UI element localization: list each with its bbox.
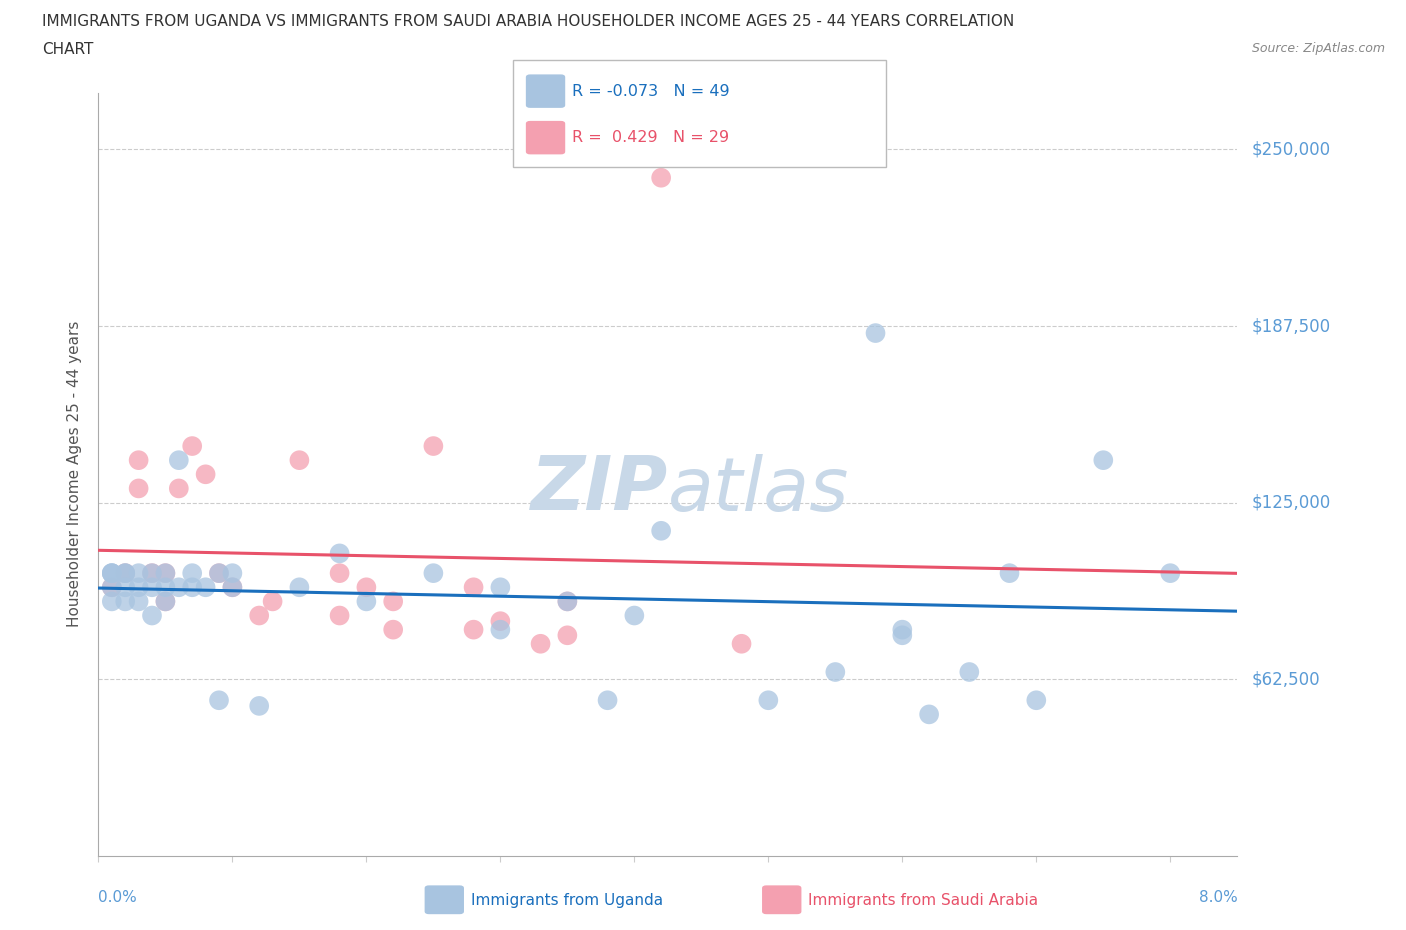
- Point: [463, 579, 485, 594]
- Point: [824, 665, 846, 680]
- Point: [489, 614, 512, 629]
- Point: [155, 594, 177, 609]
- Text: R =  0.429   N = 29: R = 0.429 N = 29: [572, 130, 730, 145]
- Text: Immigrants from Uganda: Immigrants from Uganda: [471, 893, 664, 908]
- Point: [167, 579, 190, 594]
- Point: [329, 546, 352, 561]
- Point: [128, 453, 150, 468]
- Point: [194, 467, 217, 482]
- Point: [128, 481, 150, 496]
- Point: [918, 707, 941, 722]
- Point: [382, 594, 405, 609]
- Point: [181, 439, 204, 454]
- Text: $62,500: $62,500: [1251, 671, 1320, 688]
- Point: [382, 622, 405, 637]
- Point: [288, 453, 311, 468]
- Text: Immigrants from Saudi Arabia: Immigrants from Saudi Arabia: [808, 893, 1039, 908]
- Point: [1025, 693, 1047, 708]
- Point: [730, 636, 752, 651]
- Point: [650, 170, 672, 185]
- Point: [101, 594, 124, 609]
- Point: [181, 579, 204, 594]
- Point: [101, 579, 124, 594]
- Point: [208, 565, 231, 580]
- Point: [181, 565, 204, 580]
- Point: [101, 565, 124, 580]
- Text: $125,000: $125,000: [1251, 494, 1330, 512]
- Point: [865, 326, 887, 340]
- Point: [155, 565, 177, 580]
- Point: [891, 628, 914, 643]
- Point: [114, 594, 136, 609]
- Point: [957, 665, 980, 680]
- Point: [489, 622, 512, 637]
- Text: atlas: atlas: [668, 454, 849, 525]
- Point: [128, 594, 150, 609]
- Point: [1092, 453, 1115, 468]
- Point: [141, 608, 163, 623]
- Text: ZIP: ZIP: [530, 453, 668, 526]
- Point: [155, 579, 177, 594]
- Point: [623, 608, 645, 623]
- Point: [247, 698, 270, 713]
- Point: [998, 565, 1021, 580]
- Point: [557, 594, 579, 609]
- Point: [529, 636, 551, 651]
- Point: [194, 579, 217, 594]
- Text: CHART: CHART: [42, 42, 94, 57]
- Text: Source: ZipAtlas.com: Source: ZipAtlas.com: [1251, 42, 1385, 55]
- Text: R = -0.073   N = 49: R = -0.073 N = 49: [572, 84, 730, 99]
- Point: [141, 565, 163, 580]
- Point: [167, 453, 190, 468]
- Point: [221, 579, 243, 594]
- Point: [463, 622, 485, 637]
- Point: [650, 524, 672, 538]
- Point: [489, 579, 512, 594]
- Point: [221, 579, 243, 594]
- Point: [114, 565, 136, 580]
- Text: IMMIGRANTS FROM UGANDA VS IMMIGRANTS FROM SAUDI ARABIA HOUSEHOLDER INCOME AGES 2: IMMIGRANTS FROM UGANDA VS IMMIGRANTS FRO…: [42, 14, 1015, 29]
- Text: $187,500: $187,500: [1251, 317, 1330, 335]
- Point: [557, 628, 579, 643]
- Point: [141, 579, 163, 594]
- Point: [101, 565, 124, 580]
- Text: 8.0%: 8.0%: [1198, 890, 1237, 905]
- Point: [422, 565, 444, 580]
- Point: [1159, 565, 1181, 580]
- Text: 0.0%: 0.0%: [98, 890, 138, 905]
- Point: [114, 565, 136, 580]
- Point: [101, 565, 124, 580]
- Text: $250,000: $250,000: [1251, 140, 1330, 158]
- Point: [329, 565, 352, 580]
- Point: [128, 565, 150, 580]
- Point: [114, 565, 136, 580]
- Point: [756, 693, 779, 708]
- Point: [557, 594, 579, 609]
- Point: [208, 693, 231, 708]
- Point: [262, 594, 284, 609]
- Point: [329, 608, 352, 623]
- Point: [208, 565, 231, 580]
- Point: [596, 693, 619, 708]
- Point: [141, 565, 163, 580]
- Point: [422, 439, 444, 454]
- Point: [221, 565, 243, 580]
- Point: [356, 594, 378, 609]
- Point: [891, 622, 914, 637]
- Point: [247, 608, 270, 623]
- Point: [114, 579, 136, 594]
- Point: [155, 594, 177, 609]
- Point: [288, 579, 311, 594]
- Point: [128, 579, 150, 594]
- Point: [356, 579, 378, 594]
- Point: [155, 565, 177, 580]
- Point: [167, 481, 190, 496]
- Y-axis label: Householder Income Ages 25 - 44 years: Householder Income Ages 25 - 44 years: [67, 321, 83, 628]
- Point: [101, 579, 124, 594]
